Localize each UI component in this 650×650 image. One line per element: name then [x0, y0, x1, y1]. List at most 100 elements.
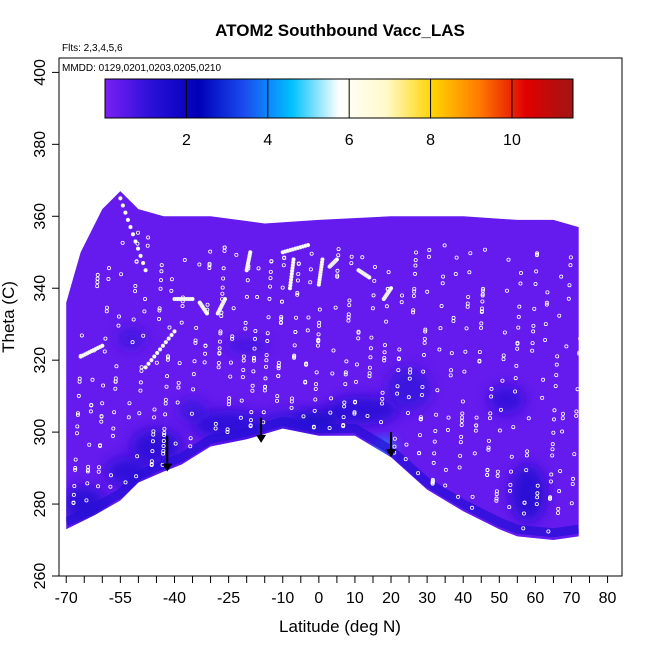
sample-marker — [580, 308, 583, 311]
sample-marker — [108, 484, 113, 489]
sample-marker — [535, 483, 540, 488]
sample-marker — [580, 307, 583, 310]
sample-marker — [149, 459, 154, 464]
sample-marker — [435, 388, 440, 393]
x-tick-label: 0 — [314, 590, 323, 607]
sample-marker — [98, 443, 103, 448]
sample-marker — [133, 289, 138, 294]
sample-marker — [88, 409, 93, 414]
down-arrow — [256, 417, 267, 443]
sample-marker — [575, 387, 579, 392]
sample-marker — [316, 338, 321, 343]
sample-marker — [552, 417, 557, 422]
sample-marker — [346, 312, 351, 317]
sample-marker — [541, 377, 546, 382]
track-marker — [222, 296, 228, 302]
sample-marker — [342, 404, 347, 409]
sample-marker — [218, 329, 223, 334]
sample-marker — [457, 465, 462, 470]
sample-marker — [557, 489, 562, 494]
sample-marker — [412, 286, 417, 291]
sample-marker — [248, 423, 253, 428]
mmdd-note: MMDD: 0129,0201,0203,0205,0210 — [62, 63, 221, 74]
sample-marker — [217, 346, 222, 351]
sample-marker — [75, 411, 80, 416]
concentration-patch — [178, 399, 207, 422]
sample-marker — [578, 336, 579, 341]
sample-marker — [494, 496, 499, 501]
sample-marker — [292, 355, 297, 360]
y-axis: 260 280 300 320 340 360 380 400 — [32, 59, 59, 589]
sample-marker — [440, 281, 445, 286]
sample-marker — [177, 361, 182, 366]
sample-marker — [281, 263, 286, 268]
sample-marker — [85, 469, 90, 474]
sample-marker — [161, 444, 166, 449]
sample-marker — [533, 281, 538, 286]
sample-marker — [379, 420, 384, 425]
sample-marker — [413, 271, 418, 276]
sample-marker — [571, 476, 576, 481]
sample-marker — [77, 376, 82, 381]
sample-marker — [276, 373, 281, 378]
sample-marker — [240, 375, 245, 380]
sample-marker — [139, 368, 144, 373]
sample-marker — [123, 480, 128, 485]
sample-marker — [241, 354, 246, 359]
sample-marker — [145, 243, 150, 248]
sample-marker — [163, 397, 168, 402]
sample-marker — [346, 315, 351, 320]
concentration-patch — [510, 464, 547, 523]
sample-marker — [474, 415, 479, 420]
sample-marker — [382, 350, 387, 355]
sample-marker — [279, 316, 284, 321]
sample-marker — [515, 340, 520, 345]
sample-marker — [296, 261, 301, 266]
sample-marker — [511, 425, 516, 430]
track-marker — [130, 232, 136, 237]
sample-marker — [146, 235, 151, 240]
sample-marker — [498, 407, 503, 412]
sample-marker — [524, 453, 529, 458]
sample-marker — [582, 271, 585, 274]
sample-marker — [427, 247, 432, 252]
sample-marker — [458, 440, 463, 445]
concentration-patch — [488, 385, 525, 415]
sample-marker — [399, 300, 404, 305]
sample-marker — [290, 396, 295, 401]
sample-marker — [154, 360, 159, 365]
sample-marker — [341, 424, 346, 429]
sample-marker — [448, 368, 453, 373]
sample-marker — [344, 359, 349, 364]
sample-marker — [480, 299, 485, 304]
sample-marker — [380, 390, 385, 395]
sample-marker — [264, 358, 269, 363]
sample-marker — [368, 346, 373, 351]
sample-marker — [434, 412, 439, 417]
sample-marker — [213, 421, 218, 426]
sample-marker — [150, 449, 155, 454]
sample-marker — [397, 347, 402, 352]
sample-marker — [548, 479, 553, 484]
sample-marker — [553, 384, 558, 389]
sample-marker — [130, 340, 135, 345]
sample-marker — [308, 267, 313, 272]
sample-marker — [531, 323, 536, 328]
concentration-patch — [116, 327, 146, 350]
sample-marker — [102, 349, 107, 354]
sample-marker — [228, 374, 233, 379]
sample-marker — [506, 257, 511, 262]
sample-marker — [244, 294, 249, 299]
sample-marker — [175, 400, 180, 405]
sample-marker — [131, 317, 136, 322]
sample-marker — [380, 396, 385, 401]
down-arrow — [162, 435, 173, 472]
track-marker — [305, 242, 311, 248]
sample-marker — [314, 370, 319, 375]
sample-marker — [276, 366, 281, 371]
sample-marker — [515, 346, 520, 351]
sample-marker — [467, 270, 472, 275]
sample-marker — [474, 423, 479, 428]
sample-marker — [303, 380, 308, 385]
